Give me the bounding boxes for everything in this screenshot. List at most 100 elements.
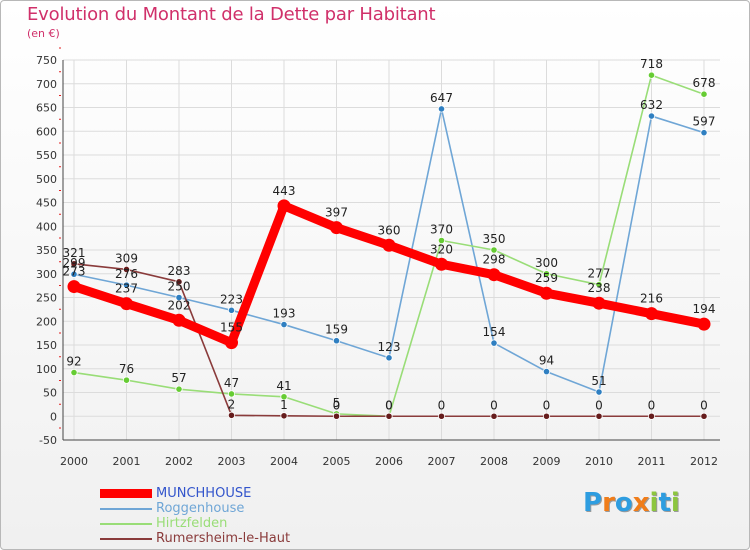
data-point-hirtzfelden xyxy=(70,368,78,377)
data-point-roggenhouse xyxy=(647,112,656,120)
data-label-hirtzfelden: 370 xyxy=(430,223,453,237)
y-tick-label: 450 xyxy=(36,197,57,210)
y-tick-label: 150 xyxy=(36,339,57,352)
x-tick-label: 2005 xyxy=(323,455,351,468)
data-label-rumersheim-le-haut: 0 xyxy=(700,398,708,412)
data-label-hirtzfelden: 350 xyxy=(483,232,506,246)
data-point-rumersheim-le-haut xyxy=(280,412,288,420)
data-point-rumersheim-le-haut xyxy=(227,411,236,419)
data-point-roggenhouse xyxy=(595,388,603,396)
data-label-rumersheim-le-haut: 1 xyxy=(280,398,288,412)
y-tick-label: 600 xyxy=(36,125,57,138)
data-point-munchhouse xyxy=(592,296,606,310)
data-point-roggenhouse xyxy=(280,320,288,329)
data-point-munchhouse xyxy=(382,238,396,252)
legend-item-roggenhouse: Roggenhouse xyxy=(100,501,290,516)
data-point-munchhouse xyxy=(277,199,291,213)
data-point-rumersheim-le-haut xyxy=(122,265,131,274)
y-tick-label: 0 xyxy=(50,410,57,423)
y-tick-label: 650 xyxy=(36,102,57,115)
data-point-rumersheim-le-haut xyxy=(385,412,393,420)
data-point-hirtzfelden xyxy=(122,376,131,384)
data-point-hirtzfelden xyxy=(595,281,603,289)
y-tick-label: 50 xyxy=(43,387,57,400)
data-point-rumersheim-le-haut xyxy=(595,412,603,420)
data-point-roggenhouse xyxy=(332,337,341,345)
data-label-roggenhouse: 597 xyxy=(693,115,716,129)
x-tick-label: 2003 xyxy=(218,455,246,468)
data-label-roggenhouse: 94 xyxy=(539,354,554,368)
data-point-roggenhouse xyxy=(542,367,551,376)
logo-letter: P xyxy=(583,488,603,518)
x-tick-label: 2008 xyxy=(480,455,508,468)
x-tick-label: 2000 xyxy=(60,455,88,468)
y-tick-label: 500 xyxy=(36,173,57,186)
data-label-rumersheim-le-haut: 0 xyxy=(490,398,498,412)
x-tick-label: 2001 xyxy=(113,455,141,468)
data-label-roggenhouse: 632 xyxy=(640,98,663,112)
data-label-munchhouse: 259 xyxy=(535,271,558,285)
data-label-rumersheim-le-haut: 0 xyxy=(385,398,393,412)
logo-letter: i xyxy=(670,488,680,518)
legend-swatch xyxy=(100,522,152,525)
data-point-hirtzfelden xyxy=(227,390,236,398)
data-point-hirtzfelden xyxy=(542,270,551,278)
grid-layer xyxy=(63,59,720,441)
y-tick-label: 400 xyxy=(36,220,57,233)
data-label-hirtzfelden: 718 xyxy=(640,57,663,71)
data-point-roggenhouse xyxy=(70,270,78,278)
data-point-munchhouse xyxy=(120,297,133,311)
logo-letter: r xyxy=(602,488,615,518)
legend-swatch xyxy=(100,489,152,498)
x-tick-label: 2006 xyxy=(375,455,403,468)
data-point-roggenhouse xyxy=(227,306,236,314)
data-label-munchhouse: 194 xyxy=(693,302,716,316)
y-tick-label: 200 xyxy=(36,315,57,328)
data-point-roggenhouse xyxy=(437,105,446,113)
data-label-munchhouse: 360 xyxy=(378,223,401,237)
data-point-munchhouse xyxy=(330,221,343,235)
data-point-munchhouse xyxy=(540,286,553,300)
data-label-hirtzfelden: 57 xyxy=(171,371,186,385)
data-label-rumersheim-le-haut: 321 xyxy=(63,246,86,260)
data-label-roggenhouse: 647 xyxy=(430,91,453,105)
y-tick-label: 300 xyxy=(36,268,57,281)
x-tick-label: 2004 xyxy=(270,455,298,468)
data-point-rumersheim-le-haut xyxy=(542,412,551,420)
data-label-hirtzfelden: 300 xyxy=(535,256,558,270)
data-point-rumersheim-le-haut xyxy=(437,412,446,420)
chart-title: Evolution du Montant de la Dette par Hab… xyxy=(27,4,436,25)
y-tick-label: 550 xyxy=(36,149,57,162)
data-point-rumersheim-le-haut xyxy=(332,412,341,420)
data-point-roggenhouse xyxy=(175,293,183,302)
data-label-roggenhouse: 154 xyxy=(483,325,506,339)
x-tick-label: 2012 xyxy=(690,455,718,468)
data-label-hirtzfelden: 76 xyxy=(119,362,134,376)
data-point-hirtzfelden xyxy=(700,90,708,98)
data-label-hirtzfelden: 5 xyxy=(333,396,341,410)
y-tick-label: 700 xyxy=(36,78,57,91)
data-point-hirtzfelden xyxy=(437,236,446,245)
y-tick-label: 350 xyxy=(36,244,57,257)
data-label-roggenhouse: 276 xyxy=(115,267,138,281)
data-label-roggenhouse: 51 xyxy=(591,374,606,388)
data-point-rumersheim-le-haut xyxy=(700,412,708,420)
data-point-rumersheim-le-haut xyxy=(490,412,498,420)
logo-letter: x xyxy=(632,488,650,518)
x-tick-label: 2010 xyxy=(585,455,613,468)
legend-label: MUNCHHOUSE xyxy=(156,486,252,501)
y-tick-label: 100 xyxy=(36,363,57,376)
data-point-roggenhouse xyxy=(700,129,708,137)
data-label-rumersheim-le-haut: 0 xyxy=(595,398,603,412)
chart-unit-label: (en €) xyxy=(27,27,60,40)
data-point-rumersheim-le-haut xyxy=(70,260,78,268)
data-label-rumersheim-le-haut: 2 xyxy=(228,397,236,411)
data-label-munchhouse: 237 xyxy=(115,282,138,296)
data-label-munchhouse: 273 xyxy=(63,265,86,279)
x-tick-label: 2011 xyxy=(638,455,666,468)
logo-letter: i xyxy=(649,488,659,518)
data-label-rumersheim-le-haut: 0 xyxy=(438,398,446,412)
data-point-munchhouse xyxy=(435,257,448,271)
